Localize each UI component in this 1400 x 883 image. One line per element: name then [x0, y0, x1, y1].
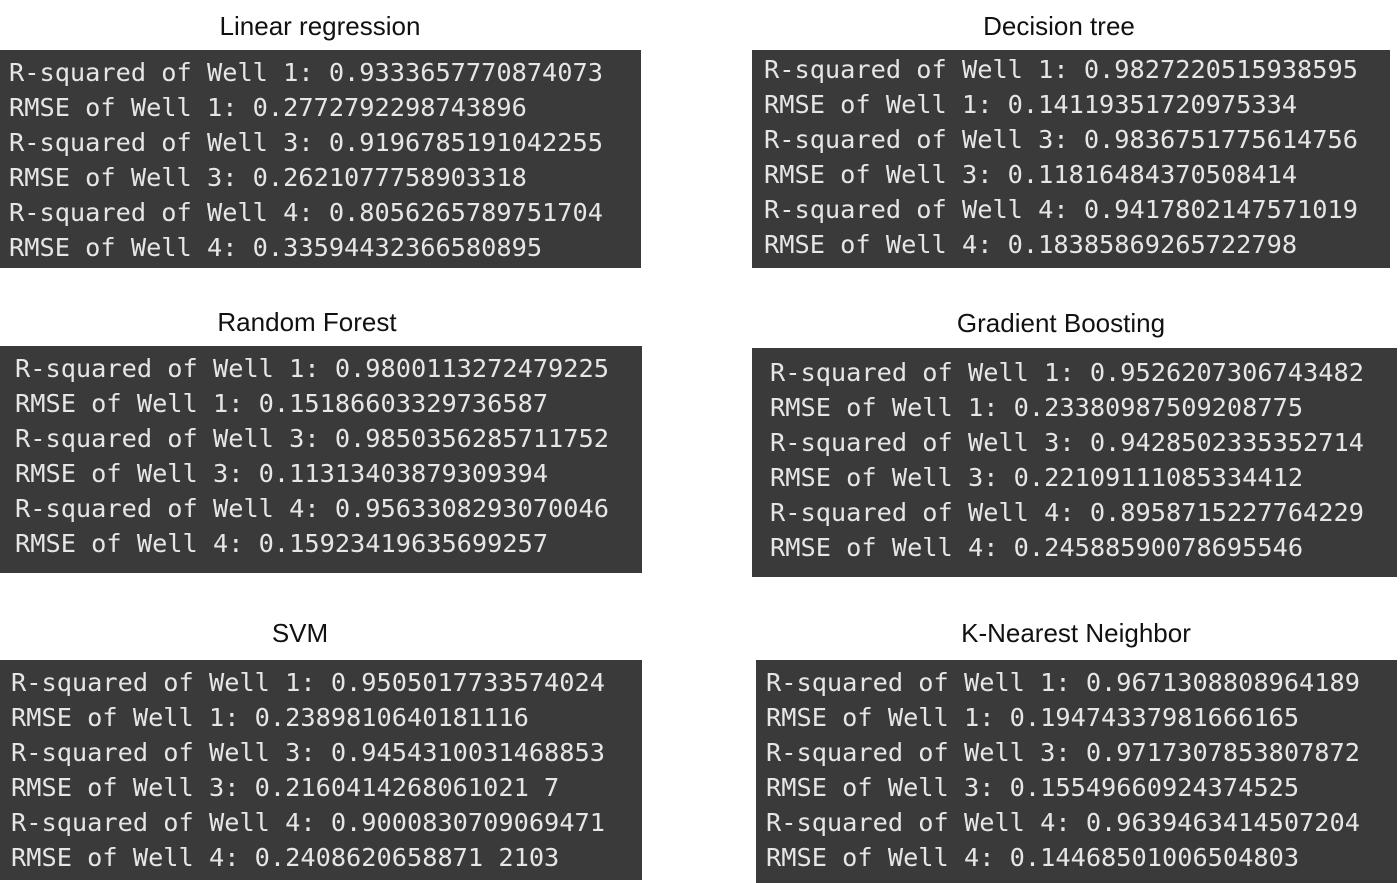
output-line: R-squared of Well 4: 0.9639463414507204 [766, 810, 1360, 835]
output-line: R-squared of Well 4: 0.9563308293070046 [15, 496, 609, 521]
output-line: RMSE of Well 1: 0.15186603329736587 [15, 391, 548, 416]
output-box-svm: R-squared of Well 1: 0.9505017733574024 … [0, 660, 642, 880]
output-line: RMSE of Well 3: 0.2160414268061021 7 [11, 775, 559, 800]
output-line: R-squared of Well 4: 0.8958715227764229 [770, 500, 1364, 525]
output-line: RMSE of Well 1: 0.2772792298743896 [9, 95, 527, 120]
output-line: R-squared of Well 3: 0.9850356285711752 [15, 426, 609, 451]
output-line: R-squared of Well 3: 0.9717307853807872 [766, 740, 1360, 765]
output-line: R-squared of Well 3: 0.9428502335352714 [770, 430, 1364, 455]
panel-title-gradient-boosting: Gradient Boosting [752, 310, 1370, 336]
output-line: R-squared of Well 1: 0.9505017733574024 [11, 670, 605, 695]
output-line: RMSE of Well 1: 0.2389810640181116 [11, 705, 529, 730]
output-line: R-squared of Well 4: 0.8056265789751704 [9, 200, 603, 225]
output-line: R-squared of Well 1: 0.9333657770874073 [9, 60, 603, 85]
output-line: R-squared of Well 1: 0.9800113272479225 [15, 356, 609, 381]
output-line: RMSE of Well 1: 0.14119351720975334 [764, 92, 1297, 117]
output-line: R-squared of Well 4: 0.9000830709069471 [11, 810, 605, 835]
output-line: RMSE of Well 4: 0.18385869265722798 [764, 232, 1297, 257]
output-line: R-squared of Well 3: 0.9454310031468853 [11, 740, 605, 765]
output-line: RMSE of Well 3: 0.2621077758903318 [9, 165, 527, 190]
output-box-random-forest: R-squared of Well 1: 0.9800113272479225 … [0, 346, 642, 573]
output-line: RMSE of Well 4: 0.33594432366580895 [9, 235, 542, 260]
output-line: RMSE of Well 3: 0.22109111085334412 [770, 465, 1303, 490]
output-line: RMSE of Well 4: 0.14468501006504803 [766, 845, 1299, 870]
output-line: RMSE of Well 4: 0.2408620658871 2103 [11, 845, 559, 870]
output-line: R-squared of Well 3: 0.9836751775614756 [764, 127, 1358, 152]
output-line: R-squared of Well 1: 0.9526207306743482 [770, 360, 1364, 385]
output-line: RMSE of Well 3: 0.11816484370508414 [764, 162, 1297, 187]
output-box-gradient-boosting: R-squared of Well 1: 0.9526207306743482 … [752, 348, 1397, 577]
panel-title-svm: SVM [0, 620, 600, 646]
output-line: RMSE of Well 3: 0.15549660924374525 [766, 775, 1299, 800]
output-line: RMSE of Well 4: 0.24588590078695546 [770, 535, 1303, 560]
output-line: RMSE of Well 3: 0.11313403879309394 [15, 461, 548, 486]
output-box-decision-tree: R-squared of Well 1: 0.9827220515938595 … [752, 50, 1390, 268]
output-line: R-squared of Well 4: 0.9417802147571019 [764, 197, 1358, 222]
panel-title-decision-tree: Decision tree [752, 13, 1366, 39]
output-line: RMSE of Well 1: 0.19474337981666165 [766, 705, 1299, 730]
output-line: R-squared of Well 1: 0.9827220515938595 [764, 57, 1358, 82]
output-line: RMSE of Well 1: 0.23380987509208775 [770, 395, 1303, 420]
panel-title-random-forest: Random Forest [0, 309, 614, 335]
output-box-k-nearest-neighbor: R-squared of Well 1: 0.9671308808964189 … [756, 660, 1397, 883]
output-line: R-squared of Well 1: 0.9671308808964189 [766, 670, 1360, 695]
panel-title-linear-regression: Linear regression [0, 13, 640, 39]
output-line: RMSE of Well 4: 0.15923419635699257 [15, 531, 548, 556]
output-box-linear-regression: R-squared of Well 1: 0.9333657770874073 … [0, 50, 641, 268]
output-line: R-squared of Well 3: 0.9196785191042255 [9, 130, 603, 155]
panel-title-k-nearest-neighbor: K-Nearest Neighbor [756, 620, 1396, 646]
